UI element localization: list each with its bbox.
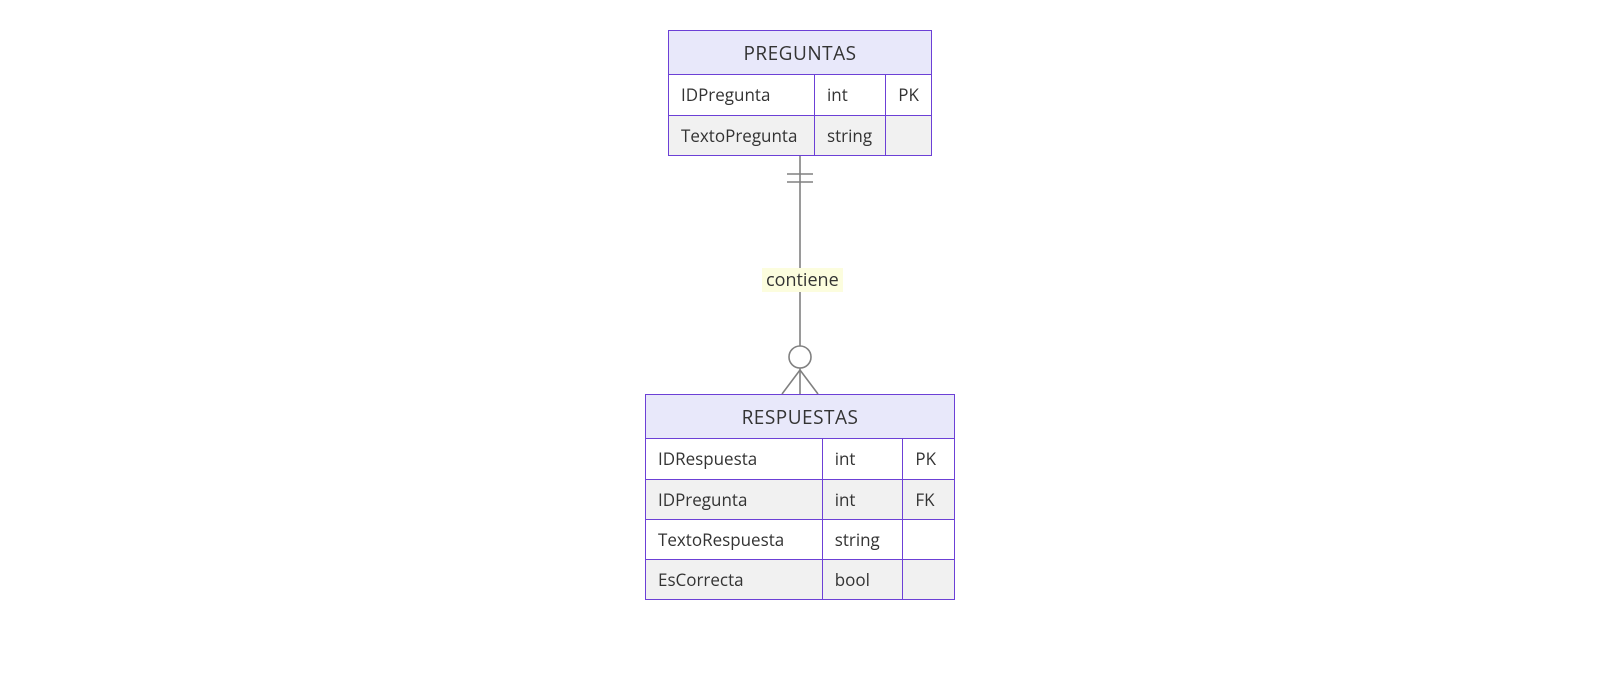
entity-respuestas-attr-type: bool — [822, 559, 903, 599]
entity-preguntas-attr-type: int — [815, 75, 886, 115]
entity-respuestas-attr-name: IDRespuesta — [646, 439, 822, 479]
entity-preguntas-attr-key — [886, 115, 931, 155]
entity-respuestas-attr-key — [903, 519, 954, 559]
entity-preguntas-attr-name: IDPregunta — [669, 75, 815, 115]
entity-preguntas: PREGUNTAS IDPreguntaintPKTextoPreguntast… — [668, 30, 932, 156]
entity-respuestas-row: IDPreguntaintFK — [646, 479, 954, 519]
entity-preguntas-attr-key: PK — [886, 75, 931, 115]
entity-respuestas-attr-key — [903, 559, 954, 599]
entity-respuestas-row: EsCorrectabool — [646, 559, 954, 599]
entity-respuestas-attr-name: EsCorrecta — [646, 559, 822, 599]
entity-respuestas: RESPUESTAS IDRespuestaintPKIDPreguntaint… — [645, 394, 955, 600]
entity-respuestas-title: RESPUESTAS — [742, 404, 859, 430]
entity-respuestas-row: TextoRespuestastring — [646, 519, 954, 559]
entity-preguntas-title: PREGUNTAS — [743, 40, 856, 66]
entity-preguntas-row: IDPreguntaintPK — [669, 75, 931, 115]
entity-respuestas-row: IDRespuestaintPK — [646, 439, 954, 479]
entity-respuestas-header: RESPUESTAS — [646, 395, 954, 439]
entity-preguntas-attr-type: string — [815, 115, 886, 155]
entity-preguntas-rows: IDPreguntaintPKTextoPreguntastring — [669, 75, 931, 155]
entity-preguntas-attr-name: TextoPregunta — [669, 115, 815, 155]
entity-respuestas-rows: IDRespuestaintPKIDPreguntaintFKTextoResp… — [646, 439, 954, 599]
relationship-label: contiene — [762, 268, 843, 292]
relationship-label-text: contiene — [766, 268, 839, 292]
entity-respuestas-attr-type: string — [822, 519, 903, 559]
entity-respuestas-attr-name: TextoRespuesta — [646, 519, 822, 559]
entity-preguntas-header: PREGUNTAS — [669, 31, 931, 75]
entity-preguntas-row: TextoPreguntastring — [669, 115, 931, 155]
entity-respuestas-attr-key: PK — [903, 439, 954, 479]
entity-respuestas-attr-type: int — [822, 439, 903, 479]
entity-respuestas-attr-name: IDPregunta — [646, 479, 822, 519]
entity-respuestas-attr-type: int — [822, 479, 903, 519]
entity-respuestas-attr-key: FK — [903, 479, 954, 519]
er-diagram-canvas: PREGUNTAS IDPreguntaintPKTextoPreguntast… — [0, 0, 1600, 676]
